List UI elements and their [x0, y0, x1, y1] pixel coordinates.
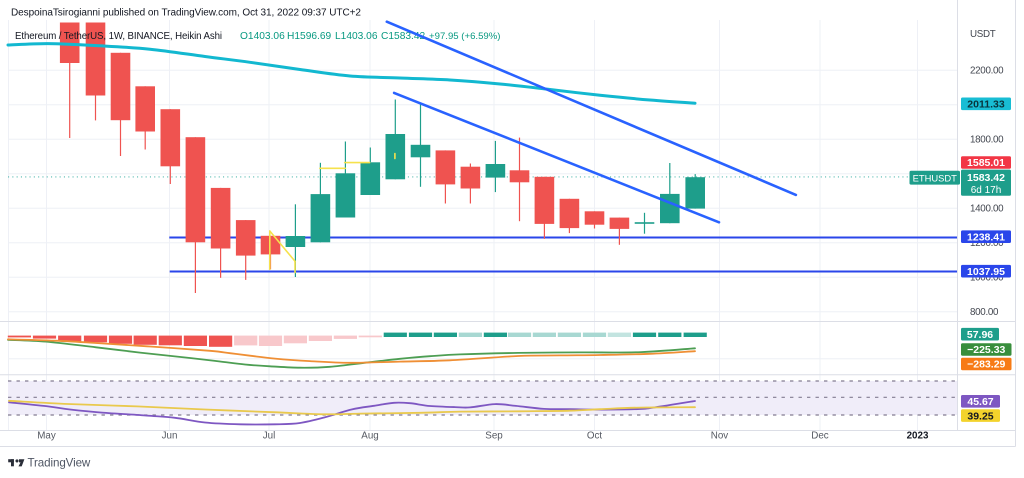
svg-text:L1403.06: L1403.06	[335, 31, 378, 42]
svg-text:Nov: Nov	[711, 430, 729, 441]
svg-text:1037.95: 1037.95	[967, 266, 1005, 278]
svg-text:Sep: Sep	[485, 430, 503, 441]
svg-text:−225.33: −225.33	[967, 344, 1005, 356]
svg-text:O1403.06: O1403.06	[240, 31, 285, 42]
svg-text:1000.00: 1000.00	[970, 273, 1004, 284]
svg-text:39.25: 39.25	[967, 410, 993, 422]
svg-text:C1583.42: C1583.42	[381, 31, 426, 42]
svg-text:2023: 2023	[907, 430, 929, 441]
svg-text:Dec: Dec	[811, 430, 829, 441]
svg-text:Ethereum / TetherUS, 1W, BINAN: Ethereum / TetherUS, 1W, BINANCE, Heikin…	[15, 31, 222, 42]
svg-text:May: May	[37, 430, 56, 441]
svg-text:1585.01: 1585.01	[967, 157, 1005, 169]
svg-text:ETHUSDT: ETHUSDT	[913, 172, 958, 183]
svg-text:1400.00: 1400.00	[970, 204, 1004, 215]
svg-text:1800.00: 1800.00	[970, 135, 1004, 146]
svg-text:1583.42: 1583.42	[967, 172, 1005, 184]
svg-text:1200.00: 1200.00	[970, 238, 1004, 249]
svg-text:6d 17h: 6d 17h	[971, 185, 1002, 196]
svg-text:+97.95 (+6.59%): +97.95 (+6.59%)	[429, 31, 500, 42]
svg-text:57.96: 57.96	[967, 329, 993, 341]
svg-text:TradingView: TradingView	[28, 457, 91, 470]
svg-text:DespoinaTsirogianni published: DespoinaTsirogianni published on Trading…	[11, 8, 361, 19]
svg-text:Jul: Jul	[263, 430, 276, 441]
svg-text:Oct: Oct	[587, 430, 603, 441]
svg-text:1238.41: 1238.41	[967, 231, 1005, 243]
svg-text:USDT: USDT	[970, 29, 996, 40]
svg-text:45.67: 45.67	[967, 396, 993, 408]
svg-text:2011.33: 2011.33	[967, 99, 1005, 111]
svg-text:Aug: Aug	[361, 430, 378, 441]
svg-text:H1596.69: H1596.69	[287, 31, 332, 42]
svg-text:−283.29: −283.29	[967, 359, 1005, 371]
svg-text:800.00: 800.00	[970, 307, 999, 318]
svg-text:2200.00: 2200.00	[970, 66, 1004, 77]
svg-text:Jun: Jun	[162, 430, 178, 441]
